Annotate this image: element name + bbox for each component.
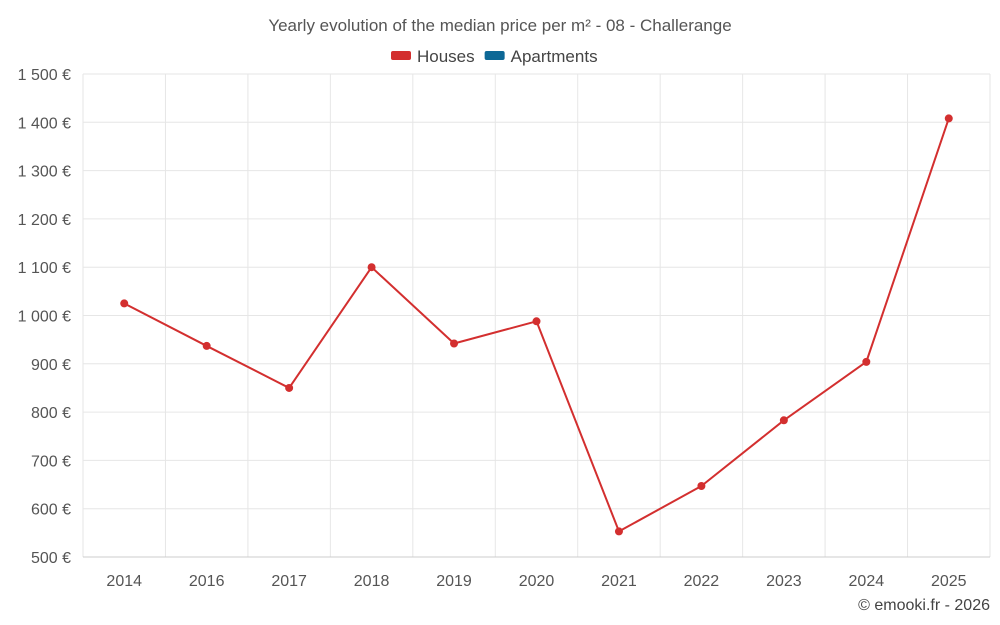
x-tick-label: 2020 bbox=[519, 573, 555, 590]
x-tick-label: 2025 bbox=[931, 573, 967, 590]
data-point bbox=[697, 481, 706, 490]
data-point bbox=[367, 263, 376, 272]
legend-swatch-apartments bbox=[484, 51, 505, 60]
data-point bbox=[779, 416, 788, 425]
data-point bbox=[614, 527, 623, 536]
x-tick-label: 2016 bbox=[189, 573, 225, 590]
x-axis: 2014 2016 2017 2018 2019 2020 2021 2022 2023 2024… bbox=[83, 556, 990, 590]
y-tick-label: 500 € bbox=[31, 550, 71, 567]
x-tick-label: 2019 bbox=[436, 573, 472, 590]
y-tick-label: 1 400 € bbox=[18, 115, 71, 132]
legend-label-houses: Houses bbox=[417, 47, 475, 66]
y-tick-label: 1 000 € bbox=[18, 309, 71, 326]
data-point bbox=[285, 383, 294, 392]
y-axis: 500 € 600 € 700 € 800 € 900 € 1 000 € 1 100 € 1… bbox=[18, 67, 71, 567]
x-tick-label: 2022 bbox=[684, 573, 720, 590]
series-layer bbox=[120, 114, 953, 536]
x-tick-label: 2023 bbox=[766, 573, 802, 590]
x-tick-label: 2024 bbox=[849, 573, 885, 590]
legend-label-apartments: Apartments bbox=[511, 47, 598, 66]
y-tick-label: 1 200 € bbox=[18, 212, 71, 229]
data-point bbox=[202, 341, 211, 350]
x-tick-label: 2014 bbox=[106, 573, 142, 590]
grid bbox=[82, 73, 991, 558]
credit-text: © emooki.fr - 2026 bbox=[858, 597, 990, 614]
x-tick-label: 2021 bbox=[601, 573, 637, 590]
data-point bbox=[450, 339, 459, 348]
y-tick-label: 1 100 € bbox=[18, 260, 71, 277]
legend: Houses Apartments bbox=[391, 47, 598, 66]
y-tick-label: 700 € bbox=[31, 453, 71, 470]
data-point bbox=[532, 317, 541, 326]
y-tick-label: 900 € bbox=[31, 357, 71, 374]
data-point bbox=[862, 357, 871, 366]
y-tick-label: 600 € bbox=[31, 502, 71, 519]
y-tick-label: 1 500 € bbox=[18, 67, 71, 84]
chart-title: Yearly evolution of the median price per… bbox=[268, 16, 731, 35]
y-tick-label: 1 300 € bbox=[18, 164, 71, 181]
y-tick-label: 800 € bbox=[31, 405, 71, 422]
data-point bbox=[944, 114, 953, 123]
x-tick-label: 2017 bbox=[271, 573, 307, 590]
legend-swatch-houses bbox=[391, 51, 411, 60]
data-point bbox=[120, 299, 129, 308]
x-tick-label: 2018 bbox=[354, 573, 390, 590]
